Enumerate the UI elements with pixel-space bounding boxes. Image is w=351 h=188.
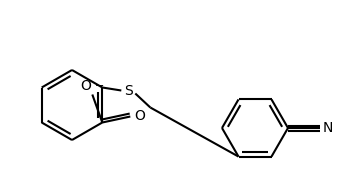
- Text: O: O: [134, 109, 145, 124]
- Text: S: S: [124, 84, 133, 99]
- Text: −: −: [95, 80, 105, 90]
- Text: N: N: [323, 121, 333, 135]
- Text: O: O: [80, 80, 91, 93]
